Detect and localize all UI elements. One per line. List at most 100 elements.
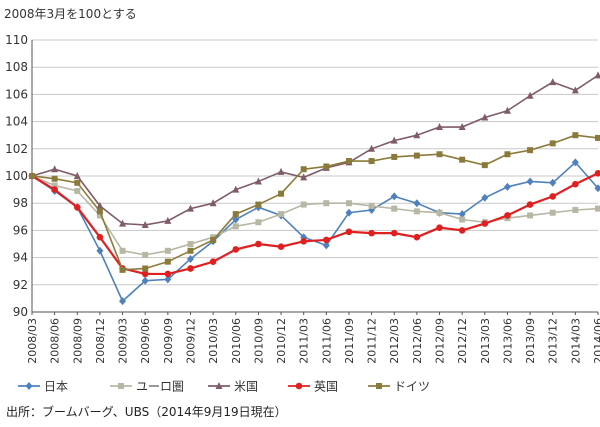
x-tick-label: 2013/06 (501, 318, 514, 364)
data-point (526, 91, 534, 99)
data-point (549, 140, 556, 147)
legend-item: 英国 (288, 380, 338, 394)
data-point (300, 237, 307, 245)
y-tick-label: 102 (5, 142, 28, 156)
x-tick-label: 2012/03 (388, 318, 401, 364)
data-point (141, 220, 149, 228)
x-tick-label: 2010/12 (275, 318, 288, 364)
legend-label: 日本 (44, 380, 68, 394)
data-point (323, 236, 330, 244)
data-point (187, 247, 194, 254)
data-point (164, 270, 172, 278)
x-tick-label: 2010/09 (252, 318, 265, 364)
x-tick-label: 2014/06 (592, 318, 600, 364)
data-point (277, 243, 285, 251)
data-point (571, 158, 579, 167)
data-point (255, 201, 262, 208)
y-tick-label: 98 (13, 196, 28, 210)
x-tick-label: 2008/12 (94, 318, 107, 364)
x-tick-label: 2008/09 (71, 318, 84, 364)
data-point (458, 123, 466, 131)
data-point (73, 172, 81, 179)
x-tick-label: 2009/09 (162, 318, 175, 364)
chart-subtitle: 2008年3月を100とする (4, 7, 137, 21)
data-point (300, 201, 307, 208)
chart-grid (32, 39, 598, 313)
data-point (413, 131, 421, 139)
data-point (391, 205, 398, 212)
x-tick-label: 2013/03 (479, 318, 492, 364)
data-point (390, 229, 398, 237)
data-point (436, 209, 443, 216)
data-point (74, 179, 81, 186)
x-tick-label: 2013/09 (524, 318, 537, 364)
legend-swatch-marker (215, 382, 223, 389)
x-tick-label: 2011/06 (320, 318, 333, 364)
data-point (458, 227, 466, 234)
data-point (390, 192, 398, 201)
series-line (31, 74, 599, 226)
data-point (481, 220, 489, 227)
data-point (51, 182, 58, 189)
legend-swatch-marker (25, 382, 33, 390)
data-point (119, 219, 127, 227)
data-point (96, 212, 103, 219)
data-point (300, 173, 308, 181)
legend-item: 米国 (208, 380, 258, 394)
data-point (526, 177, 534, 186)
legend-label: ドイツ (394, 380, 430, 394)
x-tick-label: 2009/12 (184, 318, 197, 364)
data-point (164, 216, 172, 224)
data-point (51, 165, 59, 173)
data-point (345, 200, 352, 207)
x-tick-label: 2013/12 (547, 318, 560, 364)
data-point (323, 163, 330, 170)
x-axis: 2008/03 2008/06 2008/09 2008/12 2009/03 2009/… (26, 311, 600, 364)
data-point (96, 201, 104, 209)
data-point (187, 265, 194, 272)
data-point (572, 207, 579, 213)
y-tick-label: 100 (5, 169, 28, 183)
data-point (232, 223, 239, 230)
data-point (549, 178, 557, 187)
data-point (164, 258, 171, 265)
data-point (368, 229, 375, 237)
data-point (549, 78, 557, 86)
data-point (141, 276, 149, 285)
series-line (31, 172, 599, 276)
legend-item: 日本 (18, 380, 68, 394)
data-point (51, 175, 58, 182)
data-point (413, 208, 420, 215)
series-1 (28, 158, 600, 306)
data-point (481, 162, 488, 169)
data-point (278, 211, 285, 218)
data-point (96, 233, 104, 241)
data-point (186, 204, 194, 212)
data-point (595, 205, 600, 212)
x-tick-label: 2010/03 (207, 318, 220, 364)
legend-swatch-marker (376, 383, 382, 389)
data-point (571, 86, 579, 94)
series-line (31, 134, 599, 271)
legend-item: ユーロ圏 (110, 380, 184, 394)
data-point (323, 200, 330, 207)
data-point (255, 240, 262, 248)
data-point (232, 246, 240, 253)
data-point (595, 134, 600, 141)
data-point (119, 297, 127, 306)
data-point (186, 254, 194, 263)
data-point (390, 136, 398, 144)
x-tick-label: 2011/09 (343, 318, 356, 364)
data-point (322, 241, 330, 250)
series-line (31, 161, 599, 303)
x-tick-label: 2012/06 (411, 318, 424, 364)
data-point (594, 184, 600, 193)
data-point (74, 187, 81, 194)
data-point (119, 266, 126, 273)
data-point (391, 153, 398, 160)
x-tick-label: 2009/03 (117, 318, 130, 364)
legend-label: 米国 (234, 380, 258, 394)
y-tick-label: 110 (5, 33, 28, 47)
data-point (255, 219, 262, 226)
